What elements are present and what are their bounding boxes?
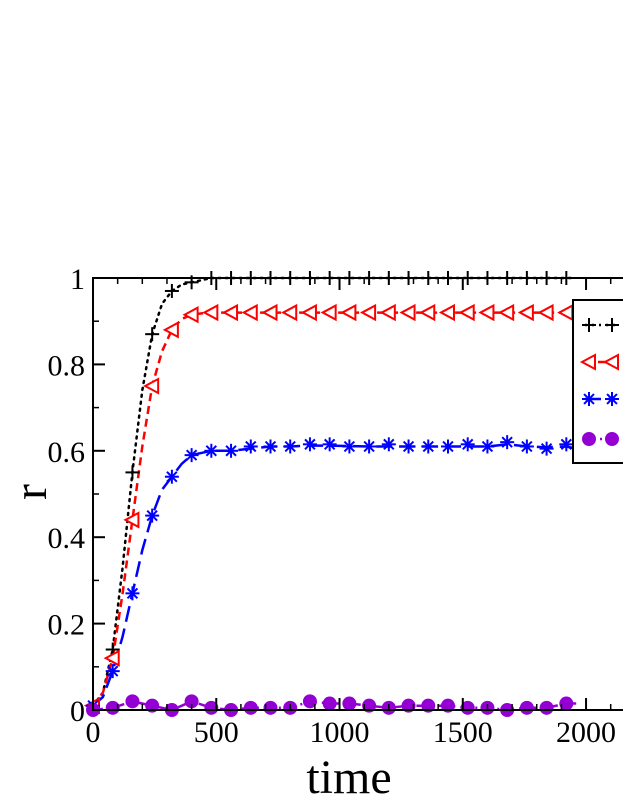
series-2-point bbox=[162, 321, 179, 339]
y-tick-label: 0 bbox=[70, 695, 85, 728]
series-3-point bbox=[184, 448, 199, 463]
series-2-point bbox=[478, 303, 495, 322]
x-tick-label: 0 bbox=[86, 716, 101, 749]
series-3-point bbox=[362, 439, 377, 454]
series-3-line bbox=[92, 443, 577, 707]
y-tick-label: 1 bbox=[70, 263, 85, 296]
series-3-point bbox=[440, 439, 455, 454]
series-3-point bbox=[125, 586, 140, 601]
series-4-point bbox=[460, 700, 475, 715]
legend-marker-3 bbox=[582, 392, 596, 406]
series-2-point bbox=[340, 303, 357, 322]
series-2-point bbox=[498, 303, 515, 322]
series-1-point bbox=[164, 283, 179, 298]
series-2-line bbox=[92, 311, 574, 707]
series-2-point bbox=[438, 303, 455, 322]
x-tick-label: 1500 bbox=[433, 716, 493, 749]
y-tick-label: 0.8 bbox=[48, 349, 86, 382]
series-2-point bbox=[320, 303, 337, 322]
series-3-point bbox=[342, 439, 357, 454]
legend-marker-2 bbox=[602, 353, 619, 371]
series-4-point bbox=[125, 694, 140, 709]
series-4-point bbox=[322, 696, 337, 711]
series-3-point bbox=[263, 439, 278, 454]
axis-ticks bbox=[92, 277, 612, 711]
y-axis-label: r bbox=[4, 484, 57, 500]
series-3-point bbox=[105, 664, 120, 679]
series-3-point bbox=[559, 437, 574, 452]
series-4-point bbox=[421, 698, 436, 713]
legend-marker-1 bbox=[605, 318, 619, 332]
series-4-point bbox=[204, 700, 219, 715]
x-tick-label: 2000 bbox=[556, 716, 616, 749]
x-tick-label: 1000 bbox=[310, 716, 370, 749]
series-3-point bbox=[302, 437, 317, 452]
series-2-point bbox=[182, 306, 199, 324]
series-4-point bbox=[401, 698, 416, 713]
series-3-point bbox=[519, 439, 534, 454]
series-2-point bbox=[261, 303, 278, 322]
series-4-point bbox=[342, 696, 357, 711]
series-2-point bbox=[458, 303, 475, 322]
series-3-point bbox=[460, 437, 475, 452]
legend-marker-4 bbox=[605, 432, 619, 446]
series-3-point bbox=[204, 443, 219, 458]
series-3-point bbox=[224, 443, 239, 458]
y-tick-label: 0.6 bbox=[48, 436, 86, 469]
series-2-point bbox=[123, 511, 140, 529]
series-1-point bbox=[125, 465, 140, 480]
legend bbox=[572, 299, 623, 464]
series-curves bbox=[91, 276, 577, 712]
series-3-point bbox=[401, 439, 416, 454]
tick-labels: 0 500 1000 1500 2000 0 0.2 0.4 0.6 0.8 1 bbox=[48, 263, 617, 749]
series-2-point bbox=[202, 303, 219, 322]
series-2-point bbox=[359, 303, 377, 322]
legend-marker-3 bbox=[605, 392, 619, 406]
series-2-point bbox=[241, 303, 258, 322]
series-3-point bbox=[283, 439, 298, 454]
series-4-point bbox=[440, 698, 455, 713]
legend-marker-4 bbox=[582, 432, 596, 446]
series-4-point bbox=[302, 694, 317, 709]
series-1-line bbox=[91, 276, 575, 707]
series-3-point bbox=[539, 441, 554, 456]
series-3-point bbox=[145, 508, 160, 523]
series-2-point bbox=[281, 303, 298, 322]
series-4-point bbox=[263, 700, 278, 715]
series-2-point bbox=[399, 303, 416, 322]
x-tick-label: 500 bbox=[194, 716, 239, 749]
series-3-point bbox=[500, 435, 515, 450]
legend-marker-2 bbox=[579, 353, 596, 371]
series-4-point bbox=[105, 700, 120, 715]
series-3-point bbox=[164, 469, 179, 484]
series-3-point bbox=[381, 437, 396, 452]
series-3-point bbox=[322, 437, 337, 452]
legend-marker-1 bbox=[582, 318, 596, 332]
series-4-point bbox=[519, 700, 534, 715]
series-2-point bbox=[300, 303, 317, 322]
series-2-point bbox=[419, 303, 436, 322]
x-axis-label: time bbox=[306, 751, 391, 804]
series-4-point bbox=[243, 700, 258, 715]
series-3-point bbox=[243, 439, 258, 454]
series-4-point bbox=[145, 698, 160, 713]
series-2-point bbox=[537, 303, 554, 322]
series-4-point bbox=[362, 698, 377, 713]
series-2-point bbox=[557, 303, 574, 322]
series-markers bbox=[83, 271, 574, 717]
series-2-point bbox=[103, 649, 120, 667]
series-1-point bbox=[145, 327, 160, 342]
y-tick-label: 0.4 bbox=[48, 522, 86, 555]
series-3-point bbox=[421, 439, 436, 454]
series-4-point bbox=[539, 700, 554, 715]
series-3-point bbox=[480, 439, 495, 454]
series-2-point bbox=[221, 303, 239, 322]
y-tick-label: 0.2 bbox=[48, 609, 86, 642]
series-2-point bbox=[517, 303, 534, 322]
series-2-point bbox=[379, 303, 396, 322]
plot-frame bbox=[92, 277, 623, 711]
series-2-point bbox=[143, 377, 160, 395]
